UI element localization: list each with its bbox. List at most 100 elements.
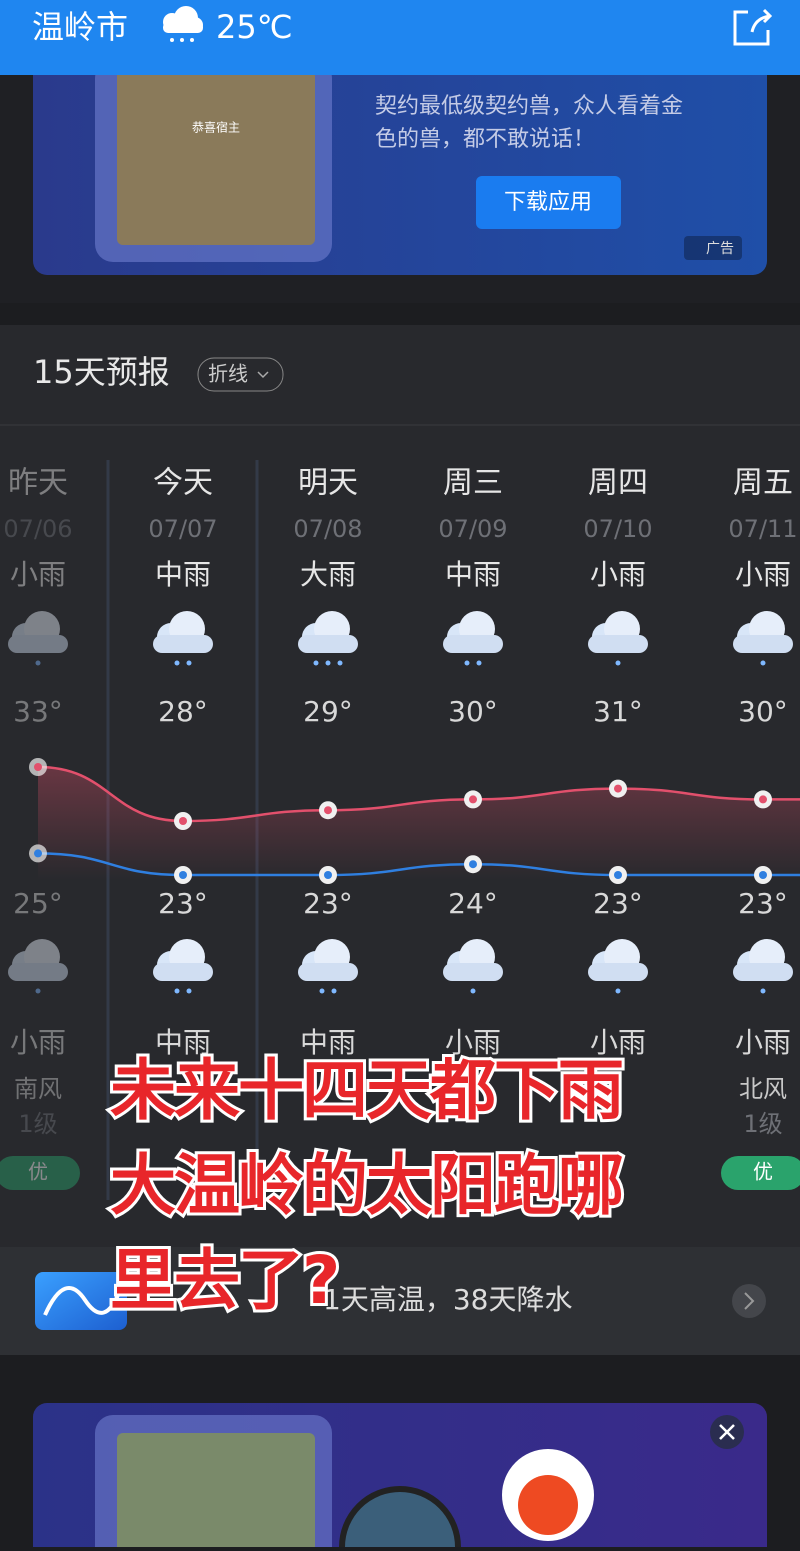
aqi: 优 (753, 1160, 773, 1184)
ad-text: 色的兽，都不敢说话！ (375, 127, 595, 152)
summary-icon (35, 1272, 127, 1330)
date: 07/11 (728, 515, 797, 543)
low-label: 23° (738, 887, 788, 920)
weather-icon (443, 939, 503, 994)
low-line-dot-core (469, 860, 477, 869)
toggle-arrow (257, 371, 269, 379)
rain-drop (760, 988, 766, 994)
cloud-part (588, 635, 648, 653)
high-label: 29° (303, 695, 353, 728)
rain-drop (186, 988, 192, 994)
date: 07/06 (3, 515, 72, 543)
weather-icon (8, 611, 68, 666)
ad-badge (684, 236, 742, 260)
high-line-dot-core (179, 817, 187, 825)
cloud-part (24, 611, 60, 647)
low-label: 23° (158, 887, 208, 920)
cloud-part (443, 963, 503, 981)
weather-day: 小雨 (735, 558, 791, 591)
city-name[interactable]: 温岭市 (32, 8, 128, 46)
summary-arrow[interactable] (732, 1284, 766, 1318)
high-line-dot-core (34, 763, 42, 771)
high-area (38, 767, 800, 880)
wind: 南风 (14, 1075, 62, 1103)
ad-image[interactable] (117, 1433, 315, 1551)
rain-drop (35, 988, 41, 994)
low-line-dot-core (614, 871, 622, 879)
rain-drop (615, 660, 621, 666)
day-column: 明天 07/08 大雨 29° 23° 中雨 (293, 466, 362, 1060)
low-line-dot-core (34, 849, 42, 858)
summary-text: 1天高温，38天降水 (323, 1283, 572, 1316)
cloud-part (733, 635, 793, 653)
header-bar (0, 0, 800, 75)
high-line-dot-core (324, 806, 332, 815)
weather-icon (163, 6, 203, 42)
summary-strip[interactable] (0, 1247, 800, 1355)
high-label: 30° (448, 695, 498, 728)
high-line (37, 765, 800, 823)
ad-label: 广告 (706, 241, 734, 257)
weather-icon (588, 611, 648, 666)
weather-icon (153, 939, 213, 994)
weather-day: 大雨 (300, 558, 356, 591)
rain-drop (319, 988, 325, 994)
low-label: 23° (593, 887, 643, 920)
cloud-part (153, 635, 213, 653)
day-name: 周四 (588, 466, 648, 501)
cloud-part (298, 635, 358, 653)
low-line (37, 852, 800, 877)
weather-day: 中雨 (445, 558, 501, 591)
ad-image-caption: 恭喜宿主 (192, 120, 240, 135)
rain-drop (35, 660, 41, 666)
aqi-badge (721, 1156, 800, 1190)
rain-drop (470, 988, 476, 994)
overlay-text: 未来十四天都下雨 (110, 1052, 622, 1129)
weather-icon (733, 939, 793, 994)
rain-drop (325, 660, 331, 666)
date: 07/09 (438, 515, 507, 543)
summary-icon-wave (43, 1286, 122, 1316)
rain-drop (331, 988, 337, 994)
weather-icon (298, 939, 358, 994)
high-line-dot-core (759, 795, 767, 804)
weather-night: 中雨 (155, 1026, 211, 1059)
high-label: 33° (13, 695, 63, 728)
overlay-text: 里去了? (110, 1242, 338, 1319)
rain-drop (174, 660, 180, 666)
weather-icon (443, 611, 503, 666)
download-button[interactable] (476, 176, 621, 229)
forecast-title: 15天预报 (33, 353, 170, 391)
date: 07/08 (293, 515, 362, 543)
day-column: 周四 07/10 小雨 31° 23° 小雨 (583, 466, 652, 1060)
day-name: 昨天 (8, 466, 68, 501)
weather-night: 小雨 (10, 1026, 66, 1059)
rain-drop (615, 988, 621, 994)
weather-icon (8, 939, 68, 994)
day-column: 周三 07/09 中雨 30° 24° 小雨 (438, 466, 507, 1060)
day-name: 周五 (733, 466, 793, 501)
ad-image[interactable] (117, 70, 315, 245)
high-label: 31° (593, 695, 643, 728)
download-button-label[interactable]: 下载应用 (504, 190, 592, 215)
weather-icon (298, 611, 358, 666)
wind-level: 1级 (18, 1110, 57, 1138)
toggle-label[interactable]: 折线 (208, 362, 248, 386)
cloud-part (8, 635, 68, 653)
low-label: 25° (13, 887, 63, 920)
weather-icon (153, 611, 213, 666)
low-label: 24° (448, 887, 498, 920)
high-line-dot-core (614, 784, 622, 793)
date: 07/07 (148, 515, 217, 543)
share-icon[interactable] (733, 8, 773, 46)
weather-night: 小雨 (590, 1026, 646, 1059)
weather-night: 小雨 (735, 1026, 791, 1059)
day-name: 周三 (443, 466, 503, 501)
toggle[interactable] (197, 357, 284, 392)
cloud-part (588, 963, 648, 981)
weather-night: 小雨 (445, 1026, 501, 1059)
